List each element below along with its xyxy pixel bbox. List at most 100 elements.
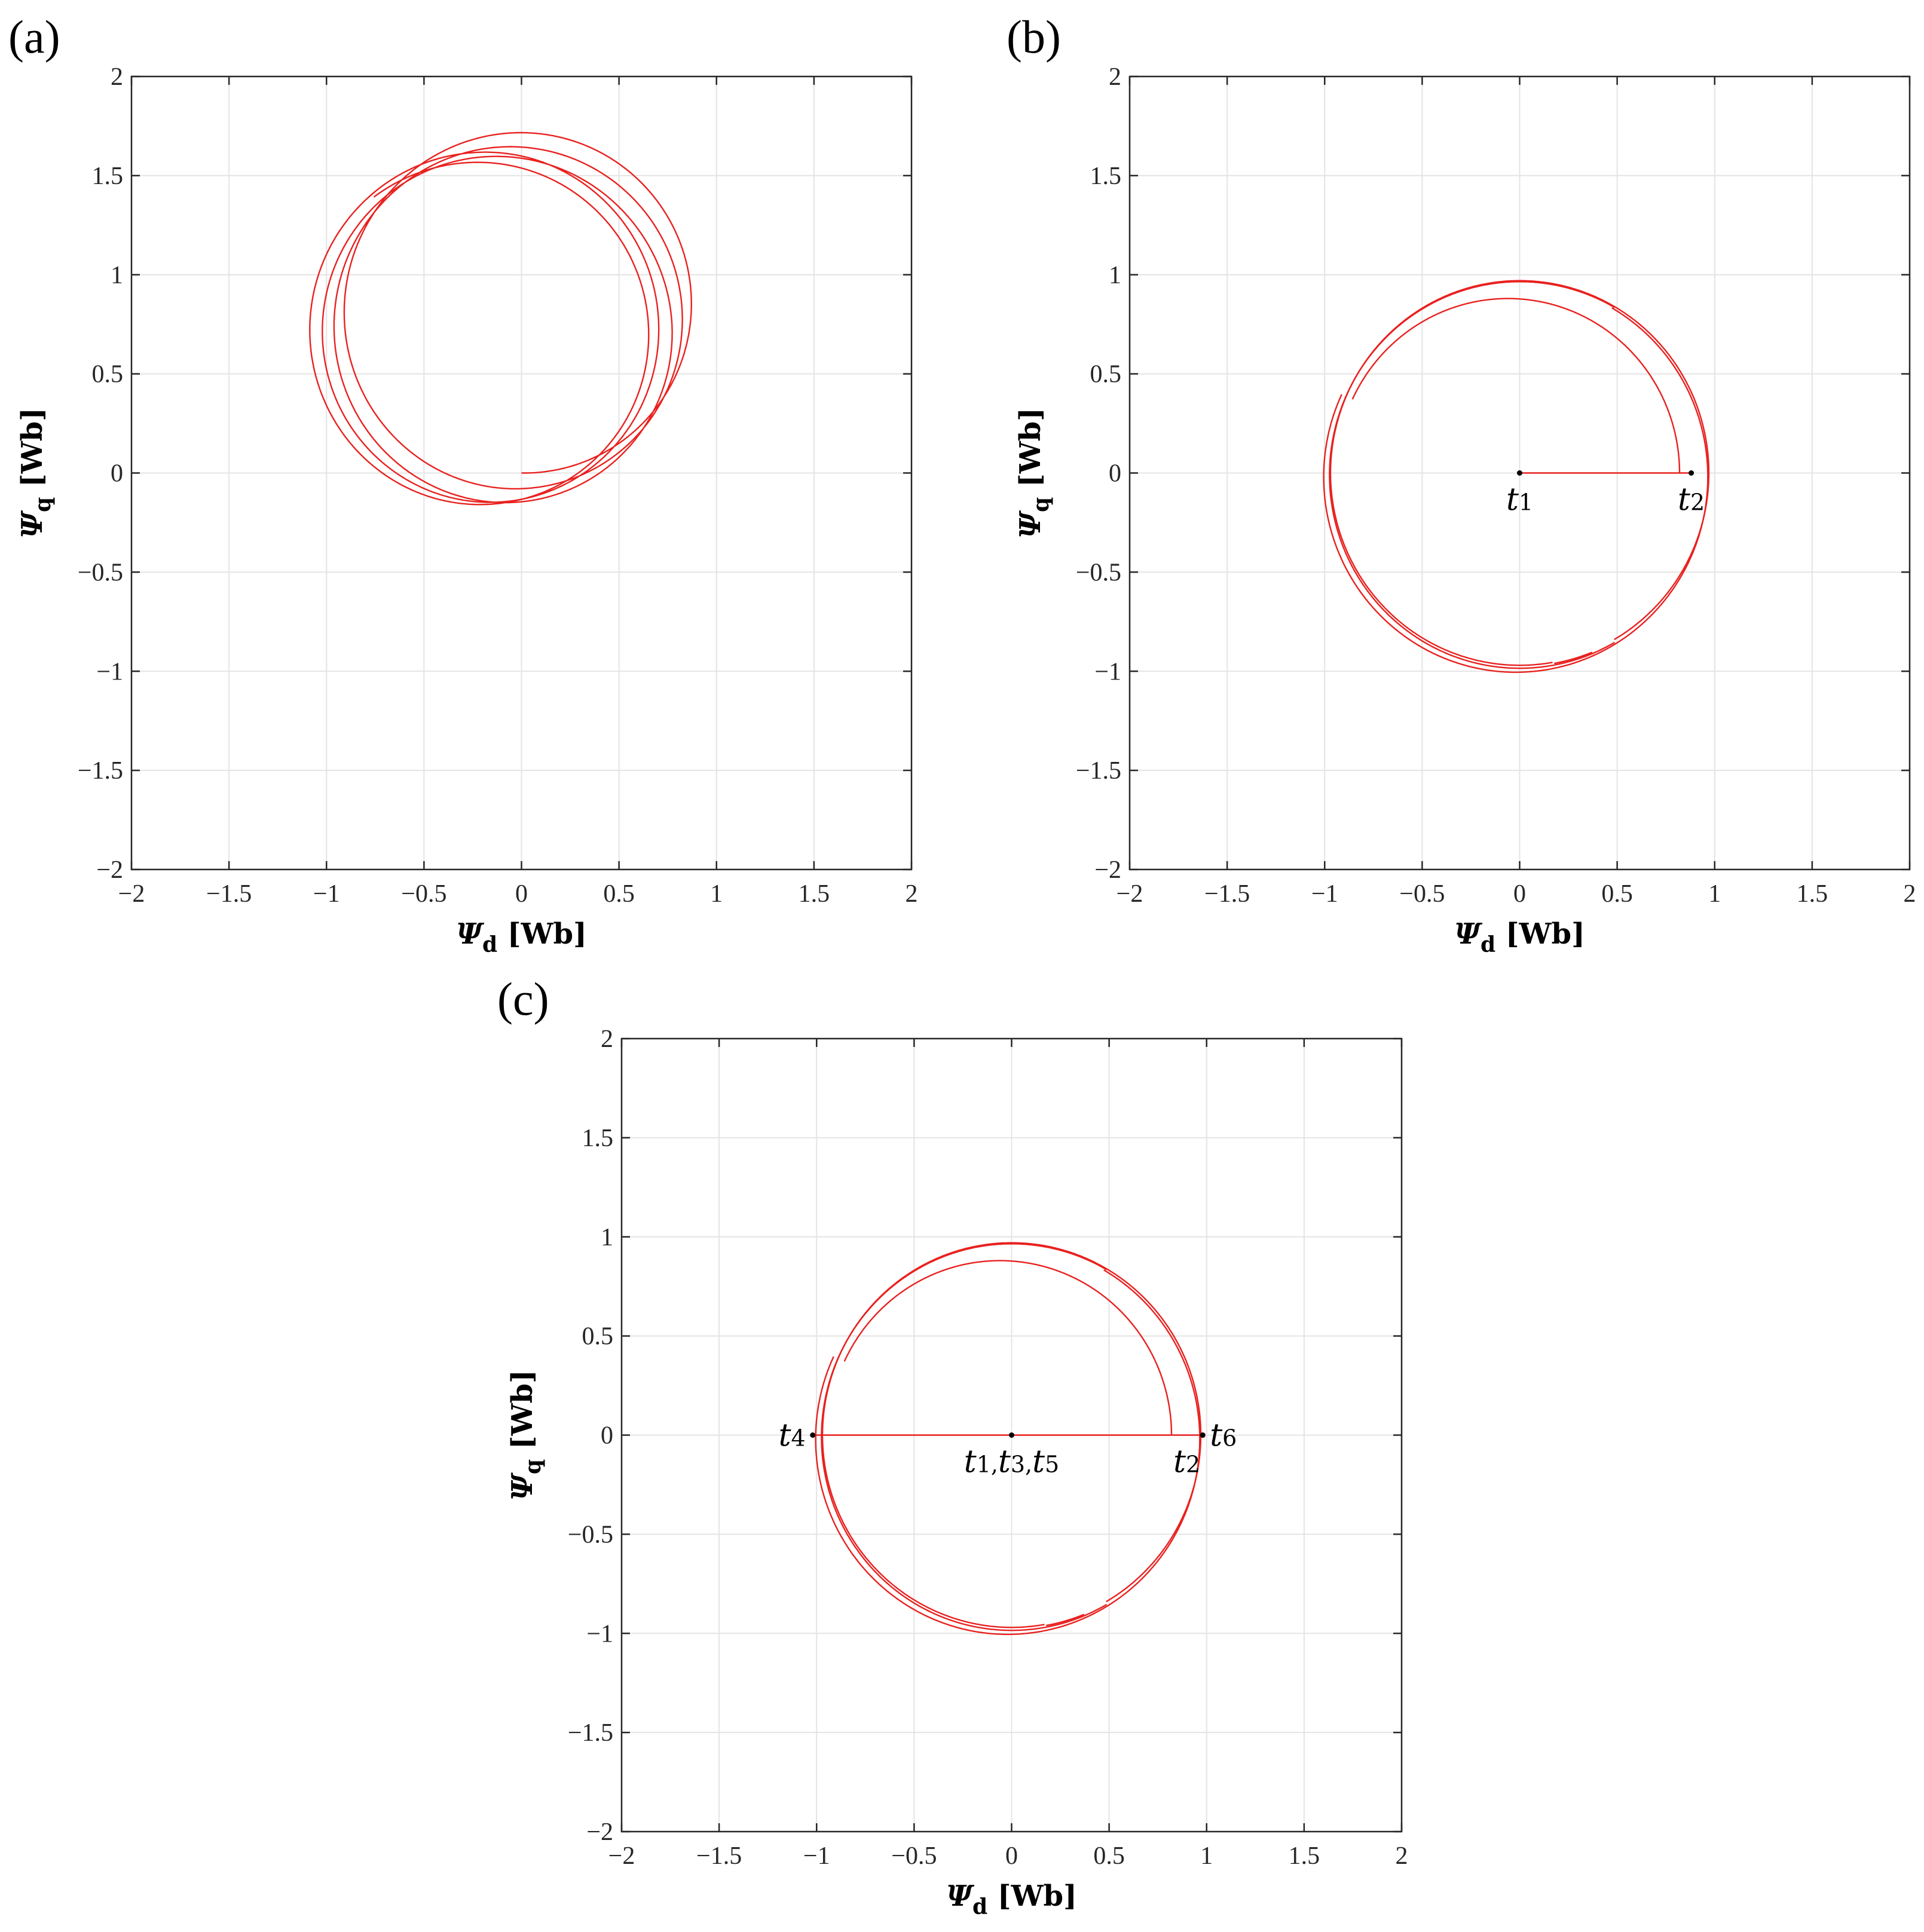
panel-label: (b) xyxy=(1007,11,1061,63)
y-tick-label: 0.5 xyxy=(582,1323,614,1351)
x-tick-label: −1 xyxy=(313,880,340,908)
y-tick-label: 2 xyxy=(601,1025,613,1053)
y-tick-label: 1 xyxy=(1109,262,1121,289)
x-tick-label: −0.5 xyxy=(891,1842,937,1870)
y-tick-label: −1 xyxy=(96,658,123,685)
flux-trajectory xyxy=(309,131,692,506)
x-tick-label: −1 xyxy=(803,1842,830,1870)
time-marker-sub: 1, xyxy=(977,1452,998,1478)
x-tick-label: 1.5 xyxy=(799,880,830,908)
flux-trajectory xyxy=(821,1242,1202,1628)
x-tick-label: −1 xyxy=(1311,880,1338,908)
x-tick-label: 1 xyxy=(1708,880,1721,908)
y-tick-label: 0 xyxy=(111,460,123,488)
x-tick-label: 0 xyxy=(1513,880,1526,908)
data-layer xyxy=(1323,280,1710,673)
time-marker-sym: t xyxy=(998,1444,1011,1480)
x-axis-label: Ψd [Wb] xyxy=(456,917,587,957)
x-axis-symbol: Ψ xyxy=(1454,917,1482,951)
flux-trajectory xyxy=(815,1269,1201,1636)
time-marker-label: t1,t3,t5 xyxy=(964,1444,1059,1480)
y-tick-label: −1.5 xyxy=(78,757,123,785)
time-marker-sym: t xyxy=(1210,1418,1222,1454)
x-axis-symbol: Ψ xyxy=(456,917,484,951)
panel-label: (c) xyxy=(497,973,549,1025)
flux-trajectory xyxy=(1329,281,1616,669)
y-tick-label: −2 xyxy=(1094,856,1121,884)
y-tick-label: 2 xyxy=(111,63,123,91)
time-marker-point xyxy=(1689,470,1694,476)
y-axis-symbol: Ψ xyxy=(1014,510,1047,538)
time-marker-point xyxy=(810,1432,816,1438)
y-tick-label: 0 xyxy=(1109,460,1121,488)
x-axis-unit: [Wb] xyxy=(497,917,587,951)
y-tick-label: −0.5 xyxy=(568,1521,613,1548)
x-tick-label: −1.5 xyxy=(1204,880,1250,908)
flux-trajectory xyxy=(1554,651,1593,665)
time-marker-sym: t xyxy=(1506,482,1519,518)
x-axis-label: Ψd [Wb] xyxy=(1454,917,1585,957)
time-marker-sym: t xyxy=(1032,1444,1045,1480)
x-axis-subscript: d xyxy=(482,932,497,957)
y-axis-label: Ψq [Wb] xyxy=(506,1370,546,1501)
y-axis-subscript: q xyxy=(521,1459,546,1474)
x-tick-label: 2 xyxy=(906,880,918,908)
x-tick-label: 1.5 xyxy=(1797,880,1828,908)
time-marker-point xyxy=(1009,1432,1014,1438)
x-tick-label: 2 xyxy=(1904,880,1916,908)
panel-label: (a) xyxy=(8,11,60,63)
y-axis-label: Ψq [Wb] xyxy=(1014,408,1054,538)
time-marker-sym: t xyxy=(1678,482,1690,518)
x-axis-unit: [Wb] xyxy=(987,1879,1077,1913)
panel-b: (b) −2−2 −1.5 −1.5 −1 −1 −0.5 −0.5 0 0 0.5 0.5 1 1 1.5… xyxy=(1007,11,1916,957)
y-axis-subscript: q xyxy=(1029,497,1054,512)
y-tick-label: −2 xyxy=(586,1818,613,1846)
x-tick-label: −1.5 xyxy=(696,1842,742,1870)
y-tick-label: 1.5 xyxy=(582,1125,614,1152)
x-tick-label: 0.5 xyxy=(1601,880,1633,908)
time-marker-sub: 4 xyxy=(791,1425,806,1452)
time-marker-label: t1 xyxy=(1506,482,1533,518)
x-tick-label: 0.5 xyxy=(603,880,635,908)
time-marker-label: t6 xyxy=(1210,1418,1237,1454)
x-tick-label: −0.5 xyxy=(1399,880,1445,908)
y-tick-label: −1 xyxy=(586,1620,613,1648)
y-tick-label: −2 xyxy=(96,856,123,884)
x-axis-unit: [Wb] xyxy=(1495,917,1585,951)
flux-trajectory xyxy=(843,1260,1173,1435)
y-tick-label: 0.5 xyxy=(92,361,124,388)
x-tick-label: −2 xyxy=(118,880,145,908)
time-marker-label: t2 xyxy=(1678,482,1705,518)
x-tick-label: 1 xyxy=(1200,1842,1213,1870)
x-tick-label: −2 xyxy=(608,1842,635,1870)
x-tick-label: 0 xyxy=(515,880,528,908)
x-tick-label: 1 xyxy=(710,880,723,908)
panel-a: (a) −2−2 −1.5 −1.5 −1 −1 −0.5 −0.5 0 0 0.5 0.5 1 1 1.5… xyxy=(8,11,918,957)
y-tick-label: 1 xyxy=(601,1224,613,1251)
x-tick-label: −2 xyxy=(1117,880,1143,908)
y-axis-unit: [Wb] xyxy=(506,1370,539,1459)
time-marker-point xyxy=(1517,470,1522,476)
x-axis-symbol: Ψ xyxy=(946,1879,974,1913)
data-layer xyxy=(812,1242,1203,1636)
flux-trajectory xyxy=(1329,280,1710,666)
x-tick-label: 0 xyxy=(1005,1842,1018,1870)
y-tick-label: −1.5 xyxy=(1076,757,1121,785)
y-tick-label: 2 xyxy=(1109,63,1121,91)
time-marker-sub: 3, xyxy=(1011,1452,1032,1478)
time-marker-sym: t xyxy=(1173,1444,1186,1480)
y-axis-label: Ψq [Wb] xyxy=(16,408,56,538)
x-tick-label: −1.5 xyxy=(206,880,252,908)
x-tick-label: 1.5 xyxy=(1289,1842,1320,1870)
y-axis-subscript: q xyxy=(30,497,56,512)
x-tick-label: 0.5 xyxy=(1093,1842,1125,1870)
data-layer xyxy=(309,131,692,506)
y-axis-unit: [Wb] xyxy=(16,408,49,497)
y-tick-label: 0.5 xyxy=(1090,361,1122,388)
y-axis-symbol: Ψ xyxy=(16,510,49,538)
time-marker-point xyxy=(1200,1432,1206,1438)
y-tick-label: 0 xyxy=(601,1422,613,1450)
time-marker-label: t2 xyxy=(1173,1444,1200,1480)
time-marker-sub: 2 xyxy=(1186,1452,1200,1478)
y-tick-label: −0.5 xyxy=(1076,559,1121,586)
